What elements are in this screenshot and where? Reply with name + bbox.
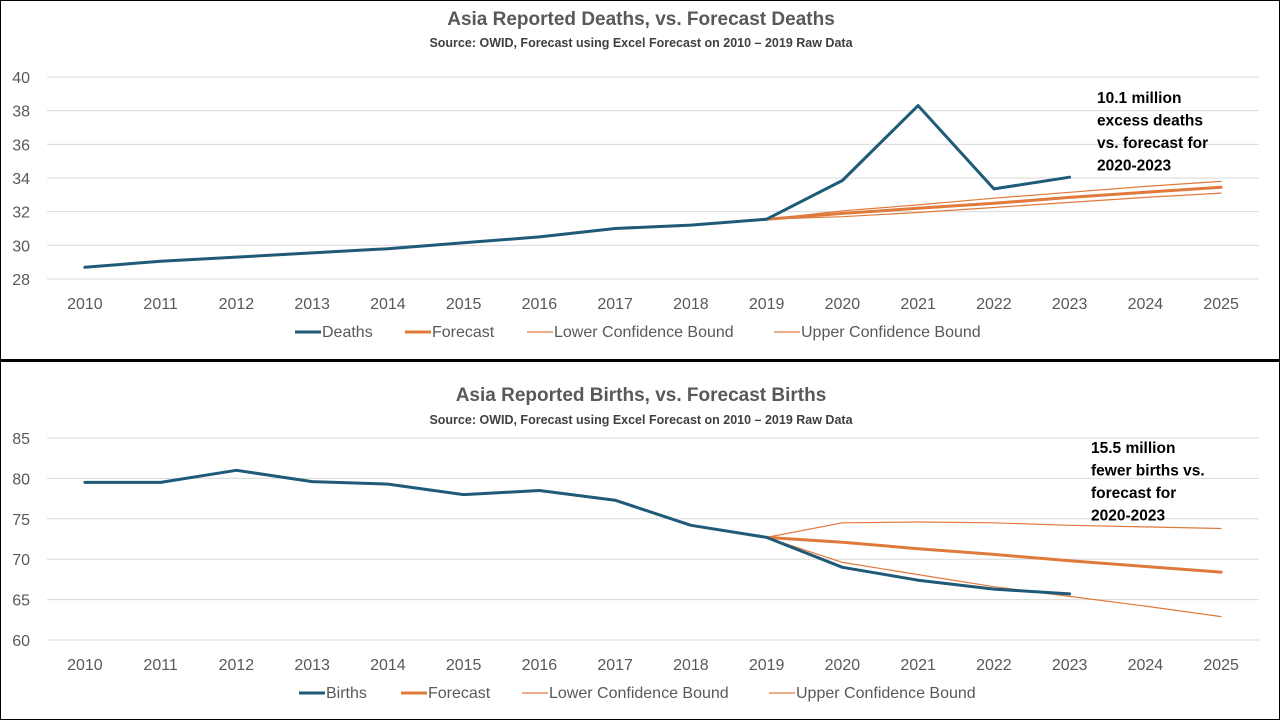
x-tick-label: 2021 bbox=[900, 657, 936, 674]
chart-subtitle: Source: OWID, Forecast using Excel Forec… bbox=[429, 413, 853, 427]
series-line-forecast bbox=[765, 535, 1223, 574]
x-tick-label: 2011 bbox=[143, 296, 178, 313]
x-tick-label: 2011 bbox=[143, 657, 178, 674]
annotation-text: 2020-2023 bbox=[1097, 158, 1172, 175]
x-tick-label: 2019 bbox=[749, 296, 785, 313]
x-tick-label: 2018 bbox=[673, 657, 709, 674]
x-tick-label: 2014 bbox=[370, 296, 406, 313]
annotation-text: forecast for bbox=[1091, 485, 1176, 502]
series-line-deaths bbox=[83, 104, 1072, 269]
x-tick-label: 2015 bbox=[446, 657, 482, 674]
x-tick-label: 2014 bbox=[370, 657, 406, 674]
y-tick-label: 85 bbox=[12, 431, 30, 448]
x-tick-label: 2020 bbox=[825, 296, 861, 313]
x-tick-label: 2012 bbox=[219, 296, 255, 313]
legend-label: Forecast bbox=[432, 324, 495, 341]
x-tick-label: 2018 bbox=[673, 296, 709, 313]
series-line-upper-confidence-bound bbox=[766, 180, 1222, 220]
legend-label: Upper Confidence Bound bbox=[801, 324, 981, 341]
y-tick-label: 32 bbox=[12, 205, 30, 222]
x-tick-label: 2016 bbox=[522, 296, 558, 313]
x-tick-label: 2019 bbox=[749, 657, 785, 674]
y-tick-label: 60 bbox=[12, 633, 30, 650]
y-tick-label: 75 bbox=[12, 512, 30, 529]
x-tick-label: 2022 bbox=[976, 657, 1012, 674]
y-tick-label: 30 bbox=[12, 238, 30, 255]
x-tick-label: 2023 bbox=[1052, 657, 1088, 674]
annotation-text: 2020-2023 bbox=[1091, 508, 1166, 525]
x-tick-label: 2010 bbox=[67, 657, 103, 674]
legend-label: Births bbox=[326, 685, 367, 702]
births-chart: Asia Reported Births, vs. Forecast Birth… bbox=[12, 385, 1259, 702]
series-line-upper-confidence-bound bbox=[766, 521, 1222, 538]
legend-label: Lower Confidence Bound bbox=[554, 324, 734, 341]
series-line-forecast bbox=[765, 185, 1223, 221]
y-tick-label: 40 bbox=[12, 70, 30, 87]
x-tick-label: 2022 bbox=[976, 296, 1012, 313]
legend-label: Lower Confidence Bound bbox=[549, 685, 729, 702]
legend-label: Deaths bbox=[322, 324, 373, 341]
y-tick-label: 65 bbox=[12, 593, 30, 610]
annotation-text: fewer births vs. bbox=[1091, 463, 1205, 480]
deaths-chart-panel: Asia Reported Deaths, vs. Forecast Death… bbox=[0, 0, 1280, 360]
x-tick-label: 2015 bbox=[446, 296, 482, 313]
legend-label: Upper Confidence Bound bbox=[796, 685, 976, 702]
x-tick-label: 2024 bbox=[1128, 296, 1164, 313]
chart-title: Asia Reported Births, vs. Forecast Birth… bbox=[456, 385, 827, 406]
y-tick-label: 38 bbox=[12, 104, 30, 121]
y-tick-label: 36 bbox=[12, 137, 30, 154]
x-tick-label: 2010 bbox=[67, 296, 103, 313]
x-tick-label: 2013 bbox=[294, 657, 330, 674]
annotation-text: 10.1 million bbox=[1097, 90, 1181, 107]
y-tick-label: 80 bbox=[12, 471, 30, 488]
x-tick-label: 2017 bbox=[597, 296, 633, 313]
x-tick-label: 2023 bbox=[1052, 296, 1088, 313]
y-tick-label: 28 bbox=[12, 272, 30, 289]
annotation-text: 15.5 million bbox=[1091, 440, 1175, 457]
x-tick-label: 2024 bbox=[1128, 657, 1164, 674]
x-tick-label: 2021 bbox=[900, 296, 936, 313]
chart-subtitle: Source: OWID, Forecast using Excel Forec… bbox=[429, 36, 853, 50]
series-line-births bbox=[83, 468, 1072, 596]
series-line-lower-confidence-bound bbox=[766, 192, 1222, 220]
x-tick-label: 2016 bbox=[522, 657, 558, 674]
births-chart-panel: Asia Reported Births, vs. Forecast Birth… bbox=[0, 360, 1280, 720]
x-tick-label: 2013 bbox=[294, 296, 330, 313]
annotation-text: excess deaths bbox=[1097, 113, 1203, 130]
annotation-text: vs. forecast for bbox=[1097, 135, 1208, 152]
x-tick-label: 2025 bbox=[1203, 657, 1239, 674]
y-tick-label: 34 bbox=[12, 171, 30, 188]
x-tick-label: 2025 bbox=[1203, 296, 1239, 313]
legend-label: Forecast bbox=[428, 685, 491, 702]
chart-title: Asia Reported Deaths, vs. Forecast Death… bbox=[447, 9, 835, 30]
deaths-chart: Asia Reported Deaths, vs. Forecast Death… bbox=[12, 9, 1259, 341]
x-tick-label: 2012 bbox=[219, 657, 255, 674]
series-line-lower-confidence-bound bbox=[766, 536, 1222, 618]
x-tick-label: 2017 bbox=[597, 657, 633, 674]
x-tick-label: 2020 bbox=[825, 657, 861, 674]
y-tick-label: 70 bbox=[12, 552, 30, 569]
